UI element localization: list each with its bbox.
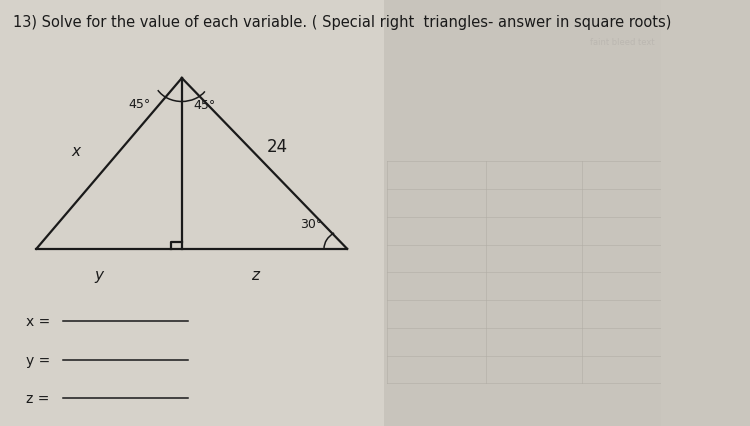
Text: 13) Solve for the value of each variable. ( Special right  triangles- answer in : 13) Solve for the value of each variable… [13,15,671,30]
Text: 45°: 45° [128,98,151,111]
Text: faint bleed text: faint bleed text [590,38,655,47]
Text: y =: y = [26,353,51,367]
Text: x =: x = [26,315,51,328]
Text: y: y [94,267,104,282]
Bar [383,0,662,426]
Text: z =: z = [26,391,50,405]
Text: 24: 24 [267,138,288,156]
Text: x: x [71,144,80,159]
Text: 45°: 45° [194,99,216,112]
Bar [0,0,383,426]
Text: z: z [251,267,259,282]
Text: 30°: 30° [300,217,322,230]
